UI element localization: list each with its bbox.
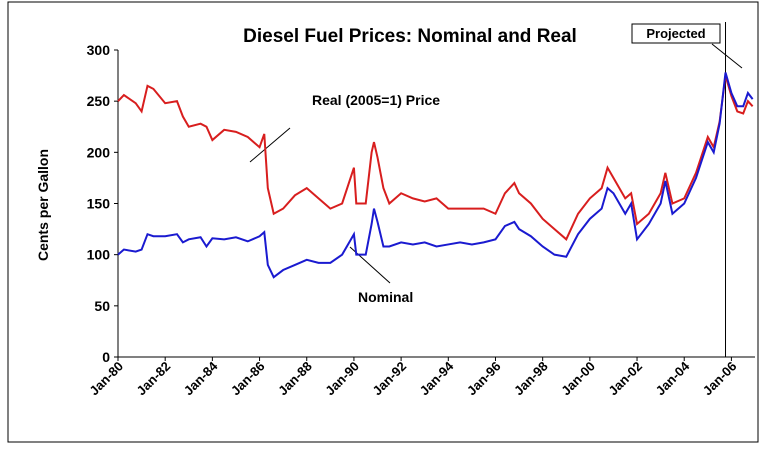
x-tick-label: Jan-00 — [558, 359, 598, 399]
chart-frame — [7, 1, 759, 443]
projected-box — [631, 23, 721, 44]
y-tick-label: 0 — [102, 349, 110, 365]
projected-arrow — [711, 43, 743, 69]
x-tick-label: Jan-84 — [181, 358, 221, 398]
y-tick-label: 100 — [87, 247, 111, 263]
x-tick-label: Jan-82 — [134, 359, 174, 399]
projected-label: Projected — [646, 26, 705, 41]
annotation: Nominal — [358, 289, 413, 305]
x-tick-label: Jan-04 — [653, 358, 693, 398]
x-tick-label: Jan-90 — [322, 359, 362, 399]
y-tick-label: 250 — [87, 93, 111, 109]
chart-title: Diesel Fuel Prices: Nominal and Real — [243, 26, 577, 47]
x-tick-label: Jan-98 — [511, 359, 551, 399]
annotation-arrow — [249, 127, 291, 163]
x-tick-label: Jan-86 — [228, 359, 268, 399]
y-axis-label: Cents per Gallon — [35, 149, 51, 261]
series-line — [117, 72, 754, 279]
x-tick-label: Jan-94 — [417, 358, 457, 398]
annotation: Real (2005=1) Price — [312, 92, 440, 108]
y-tick-label: 150 — [87, 196, 111, 212]
x-tick-label: Jan-92 — [369, 359, 409, 399]
x-tick-label: Jan-88 — [275, 359, 315, 399]
y-tick-label: 50 — [94, 298, 110, 314]
x-tick-label: Jan-96 — [464, 359, 504, 399]
y-tick-label: 200 — [87, 144, 111, 160]
y-tick-label: 300 — [87, 42, 111, 58]
x-tick-label: Jan-06 — [700, 359, 740, 399]
series-line — [117, 75, 754, 241]
x-tick-label: Jan-02 — [605, 359, 645, 399]
